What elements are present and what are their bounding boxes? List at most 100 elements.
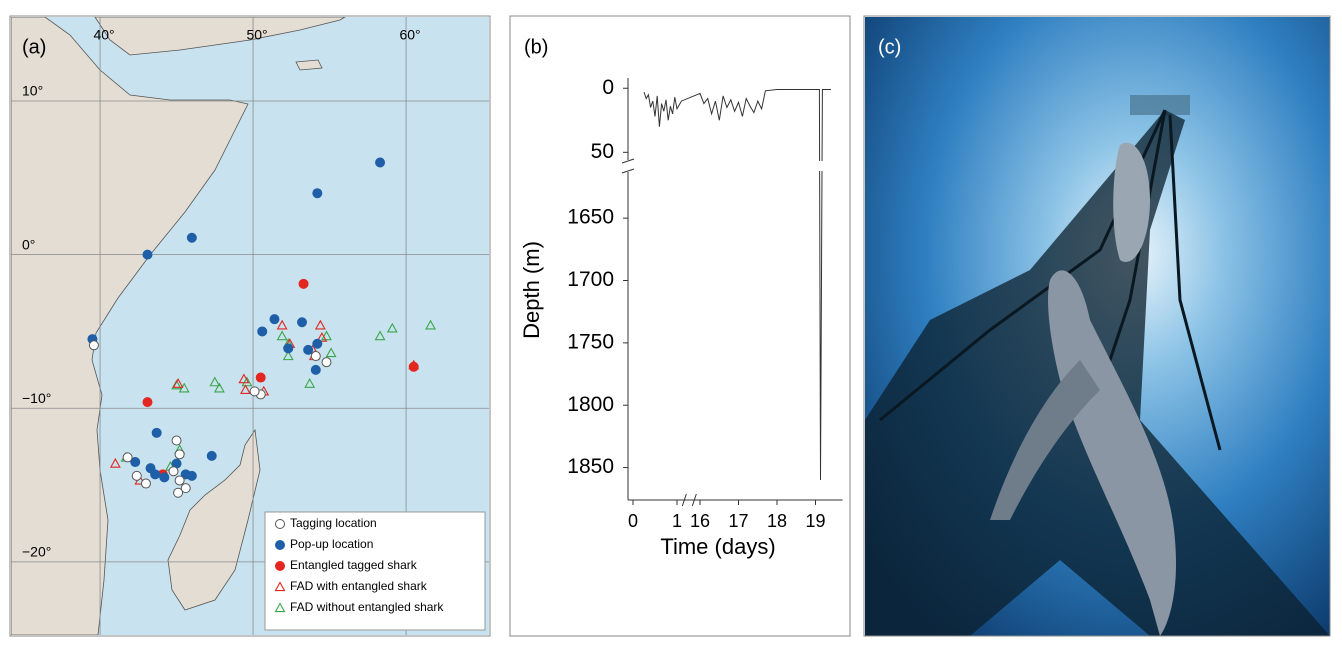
circle-marker [174,475,185,486]
triangle-marker [213,382,225,393]
circle-marker [303,344,314,355]
triangle-marker [314,319,326,330]
map-panel [11,17,489,635]
legend-label: Tagging location [290,516,377,530]
circle-marker [275,540,285,550]
panel-label: (b) [524,36,548,58]
y-axis-label: Depth (m) [519,241,544,339]
y-tick-label: 0 [602,76,614,99]
shark [1113,142,1150,262]
circle-marker [375,157,386,168]
socotra [295,59,323,71]
y-tick-label: 1800 [567,393,614,416]
x-tick-label: 19 [805,511,825,531]
circle-marker [255,372,266,383]
float [1130,95,1190,115]
circle-marker [140,478,151,489]
circle-marker [171,435,182,446]
shark [990,360,1100,520]
circle-marker [174,449,185,460]
triangle-marker [374,330,386,341]
x-tick-label: 18 [767,511,787,531]
photo [865,17,1330,636]
circle-marker [88,340,99,351]
panel-label: (c) [878,36,901,58]
panel-label: (a) [22,36,46,58]
triangle-marker [321,330,332,341]
triangle-marker [238,373,250,384]
axis-break [681,493,697,507]
circle-marker [310,364,321,375]
triangle-marker [325,347,337,358]
circle-marker [275,561,285,571]
circle-marker [130,457,141,468]
x-tick-label: 16 [690,511,710,531]
circle-marker [283,343,294,354]
circle-marker [310,351,321,362]
circle-marker [186,232,197,243]
circle-marker [257,326,268,337]
triangle-marker [274,581,286,592]
circle-marker [151,427,162,438]
legend-label: Entangled tagged shark [290,558,418,572]
circle-marker [159,472,170,483]
circle-marker [297,317,308,328]
circle-marker [275,519,285,529]
circle-marker [150,469,161,480]
triangle-marker [171,379,182,390]
depth-panel: 0 50 1650 1700 1750 1800 1850 0 1 16 17 18 19 [567,76,847,531]
y-tick-label: −10° [22,390,51,406]
triangle-marker [209,376,221,387]
triangle-marker [172,378,184,388]
circle-marker [142,249,153,260]
x-tick-label: 40° [93,27,114,43]
legend-label: FAD without entangled shark [290,600,444,614]
legend-box [264,511,486,631]
arabia [94,17,346,56]
triangle-marker [178,382,190,393]
triangle-marker [276,330,288,341]
circle-marker [173,487,184,498]
y-tick-label: 50 [591,140,614,163]
y-tick-label: −20° [22,544,51,560]
triangle-marker [239,384,251,394]
circle-marker [249,386,260,397]
circle-marker [122,452,133,463]
panel-border [509,15,851,637]
madagascar [167,428,261,611]
triangle-marker [276,319,288,330]
x-tick-label: 1 [672,511,682,531]
y-tick-label: 1750 [567,330,614,353]
triangle-marker [282,350,294,361]
triangle-marker [304,378,316,388]
x-axis-label: Time (days) [660,534,775,559]
circle-marker [312,338,323,349]
legend-label: FAD with entangled shark [290,579,428,593]
x-tick-label: 0 [628,511,638,531]
circle-marker [269,314,280,325]
panel-border [9,15,491,637]
triangle-marker [241,376,253,387]
y-tick-label: 1850 [567,455,614,478]
x-tick-label: 50° [246,27,267,43]
circle-marker [408,361,419,372]
depth-trace [643,89,831,481]
triangle-marker [386,322,398,333]
legend-label: Pop-up location [290,537,373,551]
triangle-marker [316,331,328,342]
circle-marker [321,357,332,368]
triangle-marker [274,602,286,613]
x-tick-label: 60° [399,27,420,43]
circle-marker [298,278,309,289]
x-tick-label: 17 [728,511,748,531]
triangle-marker [425,319,436,330]
circle-marker [206,450,217,461]
triangle-marker [109,457,121,468]
circle-marker [142,397,153,408]
axis-break [620,161,847,171]
panel-border [863,15,1331,637]
circle-marker [131,470,142,481]
y-tick-label: 10° [22,83,43,99]
